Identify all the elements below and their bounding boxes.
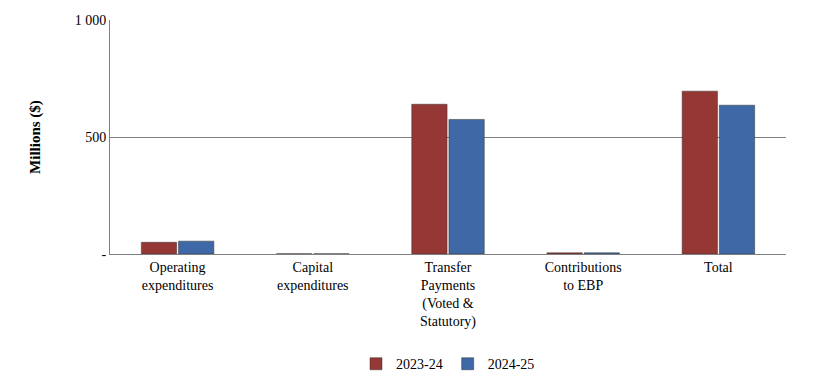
svg-text:Capitalexpenditures: Capitalexpenditures xyxy=(277,260,349,293)
svg-text:-: - xyxy=(102,247,107,262)
svg-text:Millions ($): Millions ($) xyxy=(27,100,44,174)
svg-text:Total: Total xyxy=(704,260,733,275)
svg-text:500: 500 xyxy=(85,130,106,145)
svg-text:TransferPayments(Voted &Statut: TransferPayments(Voted &Statutory) xyxy=(420,260,476,331)
svg-text:1 000: 1 000 xyxy=(75,13,107,28)
svg-text:2023-24: 2023-24 xyxy=(396,357,443,372)
svg-text:2024-25: 2024-25 xyxy=(488,357,535,372)
svg-text:Operatingexpenditures: Operatingexpenditures xyxy=(142,260,214,293)
svg-text:Contributionsto EBP: Contributionsto EBP xyxy=(545,260,622,293)
